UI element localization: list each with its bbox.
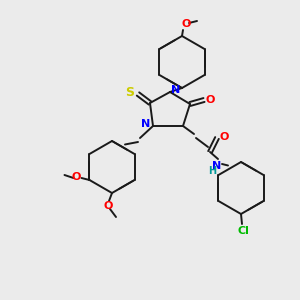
Text: Cl: Cl: [237, 226, 249, 236]
Text: O: O: [219, 132, 229, 142]
Text: O: O: [72, 172, 81, 182]
Text: O: O: [205, 95, 215, 105]
Text: O: O: [103, 201, 113, 211]
Text: O: O: [181, 19, 191, 29]
Text: N: N: [212, 161, 222, 171]
Text: N: N: [141, 119, 151, 129]
Text: N: N: [171, 85, 181, 95]
Text: H: H: [208, 166, 216, 176]
Text: S: S: [125, 86, 134, 100]
